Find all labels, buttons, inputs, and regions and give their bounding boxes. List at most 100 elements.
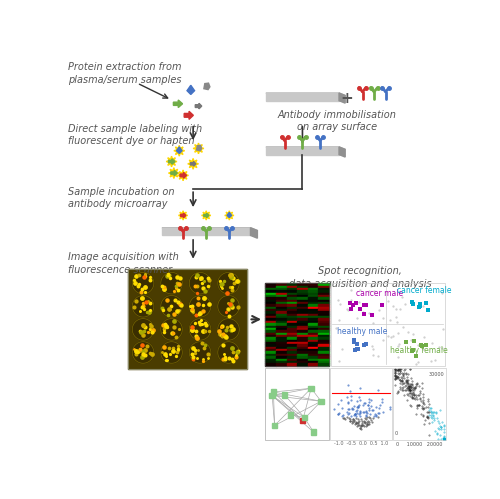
Bar (318, 295, 328, 297)
Bar (270, 389, 276, 395)
Bar (308, 340, 318, 342)
Bar (308, 325, 318, 328)
Bar (288, 412, 294, 418)
Bar (266, 358, 276, 361)
Bar (297, 321, 308, 323)
Bar (308, 307, 318, 309)
Bar (266, 304, 276, 307)
Text: 0: 0 (395, 432, 398, 437)
Bar (266, 340, 276, 342)
Bar (297, 307, 308, 309)
Bar (286, 314, 297, 316)
Bar (308, 309, 318, 311)
Text: Sample incubation on
antibody microarray: Sample incubation on antibody microarray (68, 187, 174, 209)
Bar (297, 337, 308, 340)
Bar (266, 314, 276, 316)
Bar (318, 344, 328, 347)
Polygon shape (339, 93, 345, 103)
Bar (266, 368, 328, 440)
Bar (318, 347, 328, 349)
Bar (308, 356, 318, 358)
Text: +: + (340, 91, 352, 106)
Bar (286, 337, 297, 340)
Bar (276, 309, 286, 311)
Bar (276, 297, 286, 300)
Bar (286, 344, 297, 347)
Text: Image acquisition with
fluorescence scanner: Image acquisition with fluorescence scan… (68, 252, 178, 275)
Bar (266, 351, 276, 354)
Bar (308, 337, 318, 340)
Bar (318, 337, 328, 340)
Bar (308, 333, 318, 335)
Bar (308, 316, 318, 318)
Text: Antibody immobilisation
on array surface: Antibody immobilisation on array surface (278, 110, 396, 132)
Bar (266, 337, 276, 340)
Bar (308, 344, 318, 347)
Circle shape (218, 342, 240, 363)
Bar (266, 330, 276, 333)
Bar (286, 316, 297, 318)
Bar (266, 335, 276, 337)
Bar (308, 318, 318, 321)
Polygon shape (174, 145, 184, 156)
Bar (286, 363, 297, 366)
Bar (266, 323, 276, 325)
Polygon shape (202, 211, 211, 220)
Text: cancer male: cancer male (356, 288, 403, 297)
Bar (308, 321, 318, 323)
Polygon shape (168, 159, 175, 164)
Bar (286, 361, 297, 363)
Polygon shape (168, 168, 179, 179)
Bar (308, 335, 318, 337)
Polygon shape (204, 83, 210, 90)
Circle shape (161, 318, 182, 340)
Bar (286, 342, 297, 344)
Bar (266, 325, 276, 328)
Text: healthy male: healthy male (336, 327, 387, 336)
Bar (297, 288, 308, 290)
Circle shape (132, 318, 154, 340)
Bar (276, 323, 286, 325)
Bar (308, 361, 318, 363)
Polygon shape (166, 156, 177, 167)
Bar (330, 368, 392, 440)
Bar (308, 347, 318, 349)
Bar (276, 328, 286, 330)
Polygon shape (184, 111, 194, 119)
Polygon shape (266, 93, 339, 101)
Bar (266, 318, 276, 321)
Bar (286, 300, 297, 302)
Bar (276, 311, 286, 314)
Bar (266, 300, 276, 302)
Bar (308, 300, 318, 302)
Bar (318, 328, 328, 330)
Bar (286, 295, 297, 297)
Bar (318, 311, 328, 314)
Bar (318, 309, 328, 311)
Polygon shape (227, 213, 232, 218)
Bar (286, 347, 297, 349)
Bar (266, 285, 276, 288)
Polygon shape (162, 228, 250, 236)
Bar (297, 285, 308, 288)
Bar (318, 330, 328, 333)
Bar (266, 347, 276, 349)
Bar (276, 356, 286, 358)
Bar (394, 368, 446, 440)
Bar (318, 363, 328, 366)
Bar (286, 307, 297, 309)
Bar (302, 415, 307, 420)
Bar (266, 342, 276, 344)
Circle shape (190, 295, 211, 317)
Polygon shape (178, 170, 188, 181)
Bar (270, 393, 275, 398)
Bar (297, 297, 308, 300)
Bar (297, 283, 308, 285)
Bar (286, 351, 297, 354)
Bar (276, 351, 286, 354)
Bar (286, 290, 297, 292)
Text: 30000: 30000 (428, 372, 444, 377)
Bar (318, 361, 328, 363)
Polygon shape (178, 211, 188, 220)
Circle shape (161, 342, 182, 363)
